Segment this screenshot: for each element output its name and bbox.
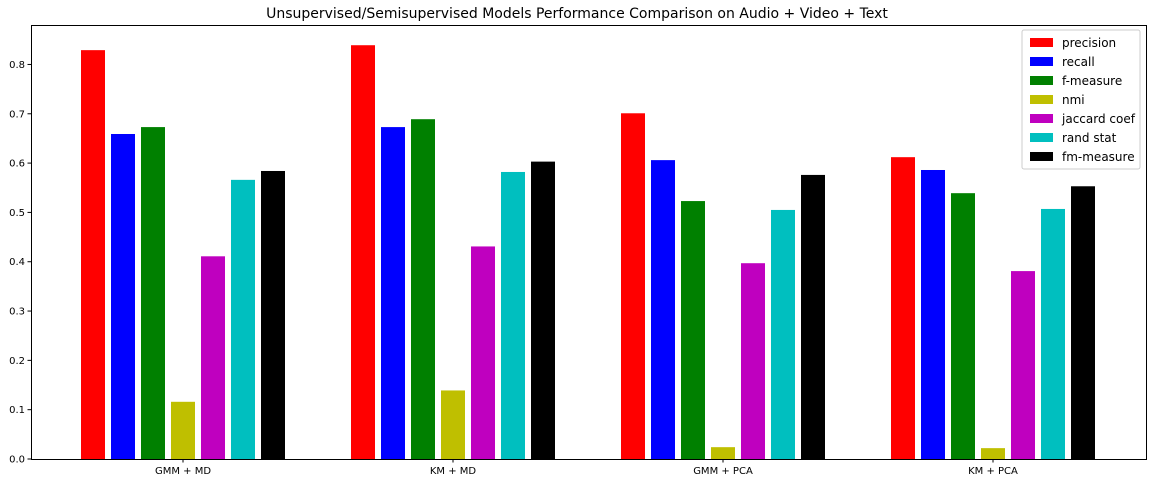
bar-fm-measure-3 (801, 174, 825, 459)
bar-precision-1 (81, 50, 105, 459)
legend: precision recall f-measure nmi jaccard coef r… (1021, 29, 1141, 170)
legend-label-fm-measure: fm-measure (1062, 150, 1135, 164)
y-tick-label: 0.1 (9, 405, 25, 416)
bar-f-measure-1 (141, 127, 165, 460)
bar-rand-stat-3 (771, 209, 795, 459)
bar-fm-measure-1 (261, 170, 285, 459)
x-tick-label: GMM + PCA (693, 466, 753, 477)
legend-label-f-measure: f-measure (1062, 74, 1122, 88)
x-tick-label: KM + PCA (968, 466, 1018, 477)
legend-label-recall: recall (1062, 55, 1095, 69)
bar-fm-measure-2 (531, 161, 555, 459)
y-tick-label: 0.4 (9, 257, 25, 268)
bar-jaccard-coef-3 (741, 263, 765, 459)
bar-recall-2 (381, 127, 405, 460)
y-tick-label: 0.8 (9, 60, 25, 71)
bar-rand-stat-4 (1041, 208, 1065, 459)
bar-nmi-4 (981, 448, 1005, 459)
legend-swatch-recall (1030, 57, 1053, 66)
bar-fm-measure-4 (1071, 186, 1095, 460)
legend-swatch-nmi (1030, 95, 1053, 104)
bar-recall-3 (651, 160, 675, 459)
bar-precision-4 (891, 157, 915, 459)
legend-label-jaccard-coef: jaccard coef (1061, 112, 1136, 126)
legend-swatch-fm-measure (1030, 152, 1053, 161)
bar-nmi-2 (441, 390, 465, 459)
bar-recall-1 (111, 133, 135, 460)
bar-recall-4 (921, 169, 945, 459)
legend-swatch-precision (1030, 38, 1053, 47)
y-axis: 0.0 0.1 0.2 0.3 0.4 0.5 0.6 0.7 0.8 (9, 60, 31, 466)
y-tick-label: 0.2 (9, 356, 25, 367)
bar-precision-2 (351, 45, 375, 459)
x-tick-label: KM + MD (430, 466, 477, 477)
legend-label-nmi: nmi (1062, 93, 1085, 107)
bar-f-measure-3 (681, 201, 705, 459)
y-tick-label: 0.3 (9, 307, 25, 318)
y-tick-label: 0.0 (9, 455, 25, 466)
bar-f-measure-2 (411, 119, 435, 459)
bar-nmi-3 (711, 447, 735, 459)
y-tick-label: 0.6 (9, 159, 25, 170)
bar-rand-stat-1 (231, 179, 255, 460)
bar-nmi-1 (171, 401, 195, 459)
legend-label-precision: precision (1062, 36, 1116, 50)
legend-swatch-f-measure (1030, 76, 1053, 85)
bar-f-measure-4 (951, 193, 975, 460)
bar-jaccard-coef-2 (471, 246, 495, 459)
plot-frame (31, 25, 1147, 460)
x-tick-label: GMM + MD (155, 466, 211, 477)
chart-title: Unsupervised/Semisupervised Models Perfo… (266, 6, 888, 22)
legend-label-rand-stat: rand stat (1062, 131, 1117, 145)
bar-precision-3 (621, 113, 645, 460)
x-axis: GMM + MD KM + MD GMM + PCA KM + PCA (155, 459, 1018, 477)
bar-jaccard-coef-1 (201, 256, 225, 459)
y-tick-label: 0.5 (9, 208, 25, 219)
bar-rand-stat-2 (501, 171, 525, 459)
y-tick-label: 0.7 (9, 109, 25, 120)
legend-swatch-jaccard-coef (1030, 114, 1053, 123)
bars-group (81, 45, 1095, 460)
bar-jaccard-coef-4 (1011, 271, 1035, 459)
legend-swatch-rand-stat (1030, 133, 1053, 142)
